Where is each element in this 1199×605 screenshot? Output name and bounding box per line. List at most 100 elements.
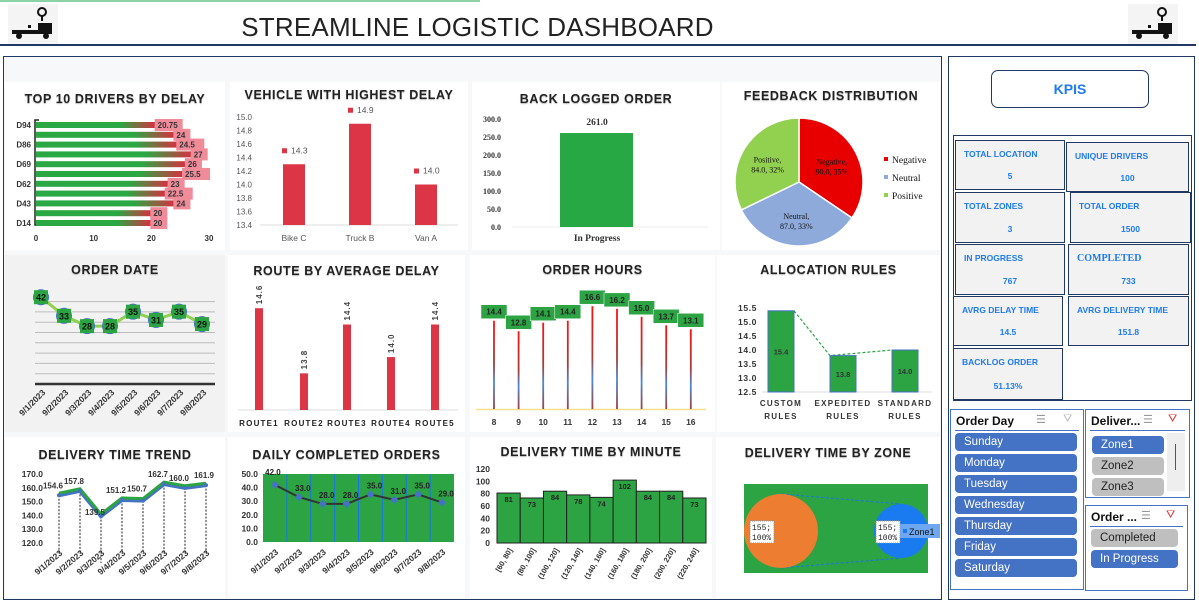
y-tick-label: 200.0 <box>483 151 501 160</box>
y-tick-label: 20 <box>481 526 491 536</box>
data-label: 29.0 <box>438 490 454 499</box>
category-label: 16 <box>686 417 696 427</box>
chart-title: ORDER HOURS <box>542 263 643 277</box>
kpi-value: 151.8 <box>1117 327 1140 337</box>
bar <box>689 329 692 409</box>
data-label: 24 <box>176 199 185 208</box>
y-tick-label: 13.0 <box>738 373 757 383</box>
slicer-item-wednesday[interactable]: Wednesday <box>955 496 1077 514</box>
multi-select-icon[interactable]: ☰ <box>1141 510 1151 522</box>
bar <box>665 325 668 409</box>
kpi-card-completed: COMPLETED 733 <box>1068 244 1189 295</box>
chart-title: BACK LOGGED ORDER <box>519 92 673 106</box>
data-label-box <box>628 300 655 316</box>
multi-select-icon[interactable]: ☰ <box>1036 414 1046 426</box>
data-label: 28 <box>82 322 92 332</box>
data-label: 78 <box>574 497 582 506</box>
x-tick-label: 10 <box>89 234 98 243</box>
clear-filter-icon[interactable]: ⛛ <box>1063 413 1073 425</box>
bar <box>829 355 857 393</box>
slicer-scrollbar[interactable] <box>1167 433 1185 491</box>
bar <box>300 373 308 410</box>
data-label-box <box>150 217 168 229</box>
clear-filter-icon[interactable]: ⛛ <box>1168 413 1178 425</box>
kpi-value: 5 <box>1007 171 1013 181</box>
kpi-card-unique-drivers: UNIQUE DRIVERS 100 <box>1066 142 1189 192</box>
data-label: 14.4 <box>486 308 502 317</box>
y-tick-label: 150.0 <box>483 169 501 178</box>
marker <box>390 495 399 504</box>
data-label: 28 <box>105 322 115 332</box>
kpi-card-total-location: TOTAL LOCATION 5 <box>955 140 1065 190</box>
slicer-item-sunday[interactable]: Sunday <box>955 433 1077 451</box>
slicer-item-tuesday[interactable]: Tuesday <box>955 475 1077 493</box>
slicer-order: Order ... ☰ ⛛ <box>1085 505 1188 591</box>
y-tick-label: 40 <box>481 513 491 523</box>
data-label: 35.0 <box>367 481 383 490</box>
data-label: 14.0 <box>423 166 440 176</box>
slicer-item-friday[interactable]: Friday <box>955 538 1077 556</box>
y-tick-label: 13.4 <box>236 221 252 230</box>
connector-lines <box>780 493 902 569</box>
chart-title: DELIVERY TIME TREND <box>38 448 192 462</box>
trend-line <box>793 310 893 357</box>
kpi-value: 14.5 <box>999 327 1017 337</box>
allocation-panel: ALLOCATION RULES 12.5 13.0 13.5 14.0 14.5 15.… <box>717 255 940 432</box>
kpi-label: TOTAL ORDER <box>1079 201 1140 211</box>
slicer-item-saturday[interactable]: Saturday <box>955 559 1077 577</box>
category-label: D86 <box>16 141 31 150</box>
y-tick-label: 100 <box>476 476 490 486</box>
y-tick-label: 14.4 <box>236 154 252 163</box>
slicer-divider <box>955 430 1079 431</box>
data-label-box <box>749 520 775 544</box>
pie-slice-primary <box>744 494 818 568</box>
data-label: 14.4 <box>343 301 352 321</box>
legend-key <box>282 148 287 154</box>
backlog-chart: 0.0 50.0 100.0 150.0 200.0 250.0 300.0 261.0 In … <box>483 115 708 244</box>
slicer-item-zone2[interactable]: Zone2 <box>1092 457 1164 475</box>
kpi-value: 3 <box>1007 224 1013 234</box>
y-tick-label: 100.0 <box>483 187 501 196</box>
data-label: 100% <box>752 534 771 543</box>
category-label: Bike C <box>281 233 306 243</box>
slicer-item-in-progress[interactable]: In Progress <box>1091 550 1178 568</box>
marker <box>149 312 163 327</box>
slicer-title: Order Day <box>956 414 1015 428</box>
data-label-box <box>603 292 631 308</box>
slicer-item-completed[interactable]: Completed <box>1091 529 1178 547</box>
truck-location-icon <box>8 4 58 46</box>
top-accent-line <box>0 0 480 2</box>
slicer-item-monday[interactable]: Monday <box>955 454 1077 472</box>
bar <box>387 357 395 410</box>
data-label: 84 <box>644 493 653 502</box>
data-label: 150.7 <box>127 485 148 494</box>
category-label: D62 <box>16 180 31 189</box>
y-tick-label: 15.0 <box>236 113 252 122</box>
category-label: Van A <box>415 233 437 243</box>
category-label: STANDARD <box>878 399 933 408</box>
y-tick-label: 15.0 <box>738 317 757 327</box>
marker <box>366 490 375 499</box>
order-date-chart: 429/1/2023339/2/2023289/3/2023289/4/2023… <box>17 289 215 418</box>
y-tick-label: 12.5 <box>738 387 757 397</box>
bar <box>493 320 495 409</box>
top-drivers-panel: TOP 10 DRIVERS BY DELAY 20.75 D94 24 24.5 D8… <box>5 82 225 250</box>
data-label: 84.0, 32% <box>751 165 784 174</box>
bar <box>616 308 618 409</box>
multi-select-icon[interactable]: ☰ <box>1143 414 1153 426</box>
marker <box>57 308 71 323</box>
data-label: 28.0 <box>319 491 335 500</box>
slicer-item-thursday[interactable]: Thursday <box>955 517 1077 535</box>
slicer-item-zone1[interactable]: Zone1 <box>1092 436 1164 454</box>
data-label: 14.3 <box>291 145 308 155</box>
bar <box>343 324 351 410</box>
slicer-item-zone3[interactable]: Zone3 <box>1092 478 1164 496</box>
data-label: 24 <box>176 131 185 140</box>
clear-filter-icon[interactable]: ⛛ <box>1166 509 1176 521</box>
y-tick-label: 14.0 <box>738 345 757 355</box>
scrollbar-thumb[interactable] <box>1175 444 1176 470</box>
order-hours-chart: 14.4 8 12.8 9 14.1 10 14.4 11 16.6 12 16.2 13 15.0 14… <box>476 289 706 427</box>
data-label: 31.0 <box>391 487 407 496</box>
category-label: D14 <box>16 219 31 228</box>
bar <box>517 331 520 409</box>
